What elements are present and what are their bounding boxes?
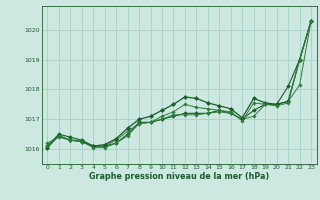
X-axis label: Graphe pression niveau de la mer (hPa): Graphe pression niveau de la mer (hPa) [89,172,269,181]
